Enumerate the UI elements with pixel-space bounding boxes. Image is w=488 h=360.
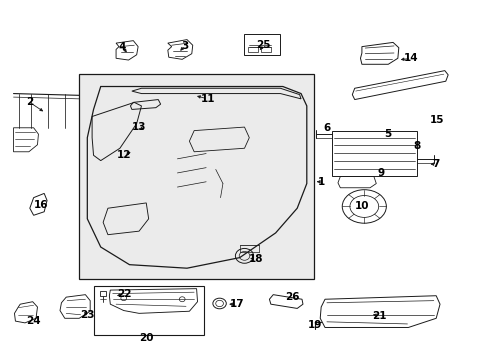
Text: 24: 24 bbox=[26, 316, 41, 326]
Text: 13: 13 bbox=[132, 122, 146, 132]
Text: 10: 10 bbox=[354, 202, 368, 211]
Text: 19: 19 bbox=[307, 320, 322, 330]
Text: 26: 26 bbox=[285, 292, 299, 302]
Text: 9: 9 bbox=[377, 168, 384, 178]
Bar bbox=[79, 74, 313, 279]
Text: 11: 11 bbox=[200, 94, 214, 104]
Text: 22: 22 bbox=[117, 289, 132, 299]
Bar bbox=[244, 34, 280, 55]
Text: 18: 18 bbox=[248, 255, 263, 264]
Text: 5: 5 bbox=[384, 129, 391, 139]
Text: 21: 21 bbox=[372, 311, 386, 321]
Bar bbox=[100, 292, 105, 296]
Text: 17: 17 bbox=[229, 299, 244, 309]
Text: 15: 15 bbox=[429, 115, 444, 125]
Bar bbox=[261, 48, 270, 52]
Text: 12: 12 bbox=[116, 150, 131, 160]
Text: 23: 23 bbox=[80, 310, 94, 320]
Bar bbox=[331, 131, 416, 176]
Text: 6: 6 bbox=[323, 123, 330, 133]
Text: 7: 7 bbox=[431, 159, 439, 169]
Text: 4: 4 bbox=[119, 42, 126, 51]
Text: 20: 20 bbox=[139, 333, 153, 343]
Text: 25: 25 bbox=[256, 40, 270, 50]
Text: 16: 16 bbox=[34, 200, 48, 210]
Text: 14: 14 bbox=[403, 53, 418, 63]
Text: 8: 8 bbox=[412, 141, 420, 152]
Text: 1: 1 bbox=[317, 177, 324, 187]
Bar bbox=[248, 48, 257, 52]
Text: 3: 3 bbox=[181, 41, 188, 51]
Text: 2: 2 bbox=[26, 98, 33, 107]
Bar bbox=[93, 286, 203, 335]
